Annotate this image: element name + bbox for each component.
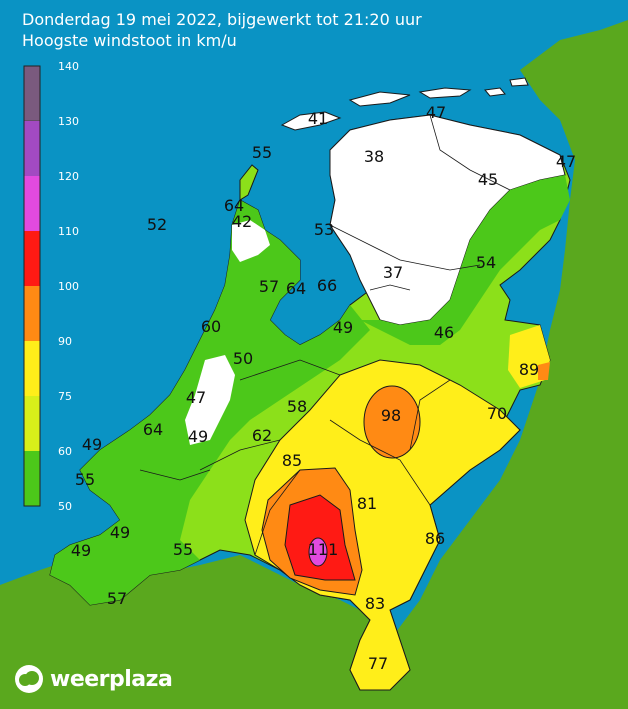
legend-tick-50: 50 — [58, 500, 72, 513]
station-value: 47 — [426, 103, 446, 122]
zone-90-100-east — [538, 362, 550, 380]
map-title: Donderdag 19 mei 2022, bijgewerkt tot 21… — [22, 10, 422, 29]
map-subtitle: Hoogste windstoot in km/u — [22, 31, 237, 50]
station-value: 55 — [75, 470, 95, 489]
station-value: 38 — [364, 147, 384, 166]
zone-below-50-denhelder — [232, 220, 270, 262]
station-value: 83 — [365, 594, 385, 613]
legend-tick-90: 90 — [58, 335, 72, 348]
wadden-islands — [239, 77, 529, 201]
zone-50-60-north — [360, 175, 570, 345]
weerplaza-logo-icon — [15, 665, 43, 693]
legend-tick-110: 110 — [58, 225, 79, 238]
station-value: 47 — [556, 152, 576, 171]
station-value: 57 — [259, 277, 279, 296]
station-value: 49 — [110, 523, 130, 542]
station-value: 41 — [308, 109, 328, 128]
brand-name: weerplaza — [50, 666, 173, 692]
legend-tick-120: 120 — [58, 170, 79, 183]
station-value: 64 — [286, 279, 306, 298]
station-value: 89 — [519, 360, 539, 379]
station-value: 49 — [71, 541, 91, 560]
station-value: 111 — [308, 540, 339, 559]
zone-110-120 — [308, 537, 328, 567]
province-borders — [139, 114, 511, 556]
station-value: 53 — [314, 220, 334, 239]
station-value: 66 — [317, 276, 337, 295]
legend-tick-140: 140 — [58, 60, 79, 73]
station-value: 54 — [476, 253, 496, 272]
station-value: 85 — [282, 451, 302, 470]
station-value: 86 — [425, 529, 445, 548]
station-value: 98 — [381, 406, 401, 425]
station-value: 50 — [233, 349, 253, 368]
legend-tick-130: 130 — [58, 115, 79, 128]
station-value: 77 — [368, 654, 388, 673]
station-value: 62 — [252, 426, 272, 445]
legend-tick-100: 100 — [58, 280, 79, 293]
station-value: 70 — [487, 404, 507, 423]
station-value: 60 — [201, 317, 221, 336]
legend-tick-75: 75 — [58, 390, 72, 403]
weerplaza-logo: weerplaza — [14, 664, 173, 694]
station-value: 49 — [188, 427, 208, 446]
station-value: 49 — [333, 318, 353, 337]
station-value: 58 — [287, 397, 307, 416]
zone-100-110 — [284, 494, 356, 581]
station-value: 81 — [357, 494, 377, 513]
color-scale — [23, 65, 41, 507]
station-value: 47 — [186, 388, 206, 407]
station-value: 57 — [107, 589, 127, 608]
station-value: 64 — [224, 196, 244, 215]
station-value: 52 — [147, 215, 167, 234]
station-value: 46 — [434, 323, 454, 342]
station-value: 42 — [232, 212, 252, 231]
zone-below-50-west — [185, 355, 235, 445]
station-value: 37 — [383, 263, 403, 282]
zone-75-90 — [244, 359, 521, 691]
legend-tick-60: 60 — [58, 445, 72, 458]
zone-90-100-center — [363, 385, 421, 459]
station-value: 49 — [82, 435, 102, 454]
neighbouring-land — [0, 20, 628, 709]
station-value: 45 — [478, 170, 498, 189]
station-value: 55 — [173, 540, 193, 559]
station-value: 55 — [252, 143, 272, 162]
station-value: 64 — [143, 420, 163, 439]
